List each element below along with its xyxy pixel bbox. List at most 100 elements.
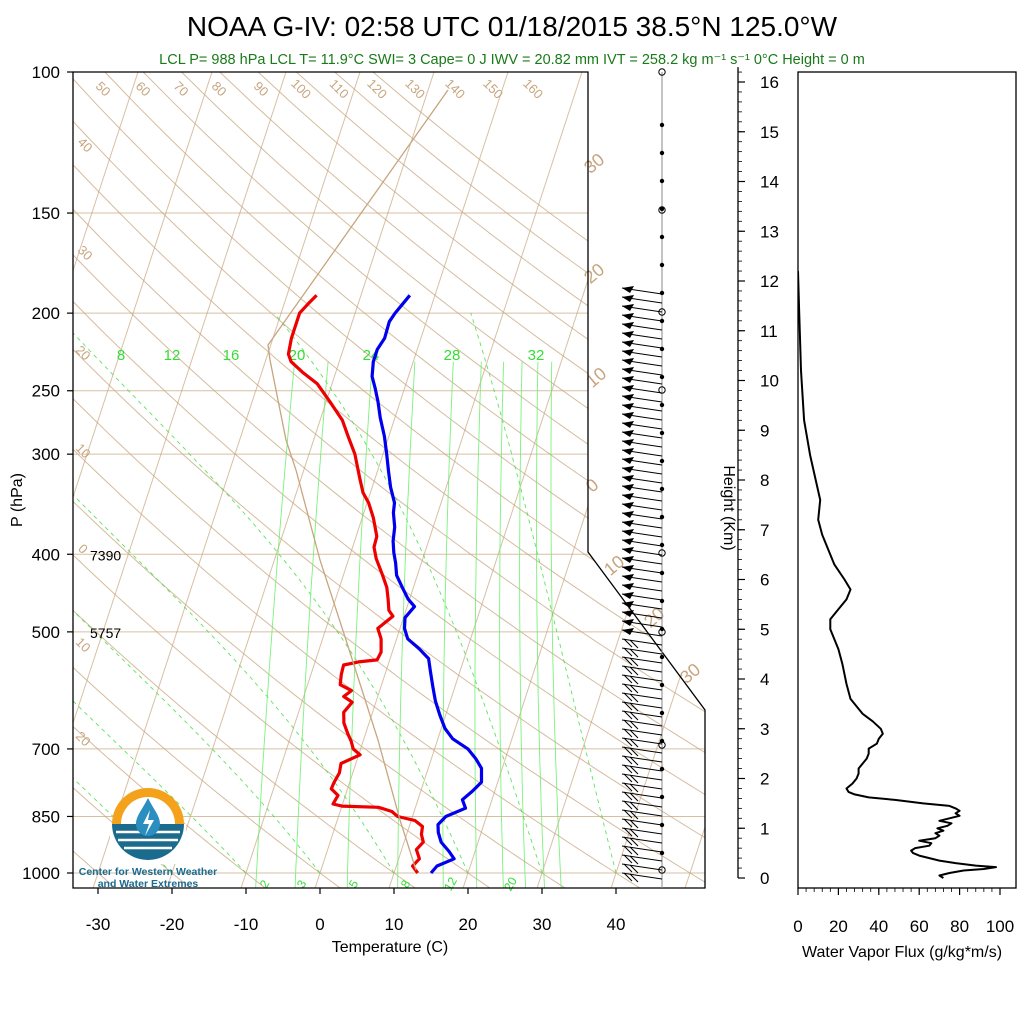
mixing-ratio-label: 20 <box>289 347 306 364</box>
sounding-line <box>286 294 425 874</box>
mixing-ratio-label: 28 <box>444 347 461 364</box>
wind-barb <box>621 619 663 628</box>
parcel-line <box>267 89 449 871</box>
dry-adiabat-line <box>73 72 705 888</box>
y-tick-label: 500 <box>32 623 60 642</box>
wind-barb <box>621 583 663 592</box>
dry-adiabat-line <box>142 72 705 888</box>
dry-adiabat-line <box>372 72 705 888</box>
height-annotation: 5757 <box>90 625 121 641</box>
chart-title: NOAA G-IV: 02:58 UTC 01/18/2015 38.5°N 1… <box>187 11 838 42</box>
wind-barb <box>621 800 663 811</box>
x-tick-label: 40 <box>607 915 626 934</box>
x-tick-label: -10 <box>234 915 259 934</box>
wind-barb <box>621 854 663 865</box>
wind-barb <box>621 484 663 493</box>
dry-adiabat-line <box>73 72 705 888</box>
height-tick-label: 10 <box>760 372 779 391</box>
wind-barb <box>621 286 663 295</box>
dry-adiabat-label: 20 <box>73 728 94 749</box>
wind-barb <box>621 773 663 784</box>
barb-dot <box>659 262 665 268</box>
wind-barb <box>621 827 663 838</box>
flux-x-tick-label: 40 <box>869 917 888 936</box>
dry-adiabat-line <box>73 72 705 888</box>
x-tick-label: 30 <box>533 915 552 934</box>
isotherm-line <box>73 72 219 888</box>
wind-barb <box>621 331 663 340</box>
dry-adiabat-line <box>73 72 348 888</box>
moist-adiabat-line <box>73 312 321 874</box>
skewt-series <box>267 89 484 875</box>
dry-adiabat-line <box>104 72 705 888</box>
height-tick-label: 9 <box>760 421 769 440</box>
wind-barb-column <box>621 68 666 888</box>
wind-barb <box>621 565 663 574</box>
height-tick-label: 15 <box>760 123 779 142</box>
wind-barb <box>621 502 663 511</box>
wind-barb <box>621 592 663 601</box>
flux-line <box>798 271 997 879</box>
barb-dot <box>659 122 665 128</box>
dry-adiabat-label: 150 <box>480 76 506 102</box>
wind-barb <box>621 358 663 367</box>
height-tick-label: 16 <box>760 73 779 92</box>
wind-barb <box>621 710 663 721</box>
height-tick-label: 0 <box>760 869 769 888</box>
wind-barb <box>621 493 663 502</box>
flux-x-axis-label: Water Vapor Flux (g/kg*m/s) <box>802 944 1002 961</box>
mixing-ratio-label: 12 <box>441 874 460 893</box>
wind-barb <box>621 601 663 610</box>
wind-barb <box>621 665 663 676</box>
chart-subtitle: LCL P= 988 hPa LCL T= 11.9°C SWI= 3 Cape… <box>159 52 865 68</box>
dry-adiabat-line <box>73 72 273 888</box>
flux-x-tick-label: 100 <box>986 917 1014 936</box>
dry-adiabat-label: 110 <box>327 76 352 101</box>
cw3e-logo: Center for Western Weather and Water Ext… <box>70 784 226 896</box>
flux-series <box>798 271 997 879</box>
wind-barb <box>621 520 663 529</box>
moist-adiabat-label: 30 <box>676 659 704 687</box>
isotherm-line <box>164 72 441 888</box>
wind-barb <box>621 656 663 667</box>
mixing-ratio-line <box>294 361 329 888</box>
wind-barb <box>621 394 663 403</box>
calm-wind-circle <box>658 68 666 76</box>
dry-adiabat-label: 70 <box>171 78 192 99</box>
height-tick-label: 2 <box>760 770 769 789</box>
calm-wind-circle <box>658 386 666 394</box>
height-tick-label: 4 <box>760 670 769 689</box>
wind-barb <box>621 340 663 349</box>
moist-adiabat-label: 20 <box>580 259 608 287</box>
mixing-ratio-label: 20 <box>501 874 520 893</box>
dry-adiabat-line <box>73 72 705 888</box>
wind-barb <box>621 809 663 820</box>
barb-dot <box>659 178 665 184</box>
y-tick-label: 850 <box>32 807 60 826</box>
x-tick-label: -20 <box>160 915 185 934</box>
wind-barb <box>621 421 663 430</box>
height-tick-label: 1 <box>760 819 769 838</box>
dry-adiabat-line <box>73 72 198 888</box>
barb-dot <box>659 150 665 156</box>
wind-barb <box>621 728 663 739</box>
wind-barb <box>621 457 663 466</box>
mixing-ratio-label: 16 <box>223 347 240 364</box>
wind-barb <box>621 701 663 712</box>
dry-adiabat-line <box>73 72 705 888</box>
mixing-ratio-line <box>536 361 546 888</box>
dry-adiabat-line <box>181 72 705 888</box>
skewt-frame <box>72 71 706 889</box>
wind-barb <box>621 791 663 802</box>
height-tick-label: 7 <box>760 521 769 540</box>
mixing-ratio-label: 32 <box>528 347 545 364</box>
moist-adiabat-line <box>470 312 617 874</box>
wind-barb <box>621 764 663 775</box>
barb-dot <box>659 682 665 688</box>
flux-x-tick-label: 80 <box>950 917 969 936</box>
dry-adiabat-label: 20 <box>73 342 94 363</box>
wind-barb <box>621 475 663 484</box>
y-tick-label: 200 <box>32 304 60 323</box>
